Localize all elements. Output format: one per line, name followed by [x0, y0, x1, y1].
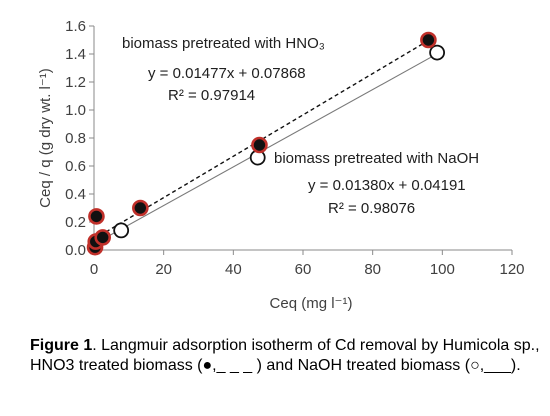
fit-line-hno3: [93, 39, 429, 240]
y-tick-label: 1.4: [65, 46, 86, 63]
y-tick-label: 0.6: [65, 158, 86, 175]
figure-caption-text: . Langmuir adsorption isotherm of Cd rem…: [30, 337, 540, 374]
series-hno3-label: biomass pretreated with HNO₃: [122, 35, 325, 52]
data-point-hno3: [132, 199, 149, 217]
x-tick-label: 60: [295, 261, 312, 278]
x-tick-label: 0: [90, 261, 98, 278]
data-point-hno3: [420, 31, 437, 49]
y-tick-label: 1.0: [65, 102, 86, 119]
x-tick-label: 20: [155, 261, 172, 278]
series-naoh-equation: y = 0.01380x + 0.04191: [308, 177, 466, 194]
x-tick-label: 40: [225, 261, 242, 278]
figure-caption-label: Figure 1: [30, 337, 93, 354]
x-axis-title: Ceq (mg l⁻¹): [270, 295, 353, 312]
series-naoh-r2: R² = 0.98076: [328, 200, 415, 217]
y-tick-label: 0.8: [65, 130, 86, 147]
x-tick-label: 120: [499, 261, 524, 278]
figure-caption: Figure 1. Langmuir adsorption isotherm o…: [30, 336, 540, 376]
y-tick-label: 0.0: [65, 242, 86, 259]
data-point-hno3: [88, 208, 105, 225]
y-axis-title: Ceq / q (g dry wt. l⁻¹): [37, 68, 54, 208]
data-point-naoh: [113, 222, 130, 239]
data-points: [86, 31, 446, 256]
x-tick-label: 80: [364, 261, 381, 278]
y-tick-label: 1.2: [65, 74, 86, 91]
ticks: 0 20 40 60 80 100 120 0.0 0.2 0.4 0.6 0.8 1.0 1.2 1.4 1…: [65, 18, 524, 278]
y-tick-label: 1.6: [65, 18, 86, 35]
chart: 0 20 40 60 80 100 120 0.0 0.2 0.4 0.6 0.8 1.0 1.2 1.4 1…: [37, 18, 525, 312]
series-hno3-equation: y = 0.01477x + 0.07868: [148, 65, 306, 82]
y-tick-label: 0.4: [65, 186, 86, 203]
data-point-naoh: [429, 44, 446, 61]
x-tick-label: 100: [430, 261, 455, 278]
axes: [93, 26, 512, 251]
series-naoh-label: biomass pretreated with NaOH: [274, 150, 479, 167]
y-tick-label: 0.2: [65, 214, 86, 231]
data-point-hno3: [251, 136, 268, 154]
data-point-hno3: [94, 229, 112, 246]
series-hno3-r2: R² = 0.97914: [168, 87, 255, 104]
